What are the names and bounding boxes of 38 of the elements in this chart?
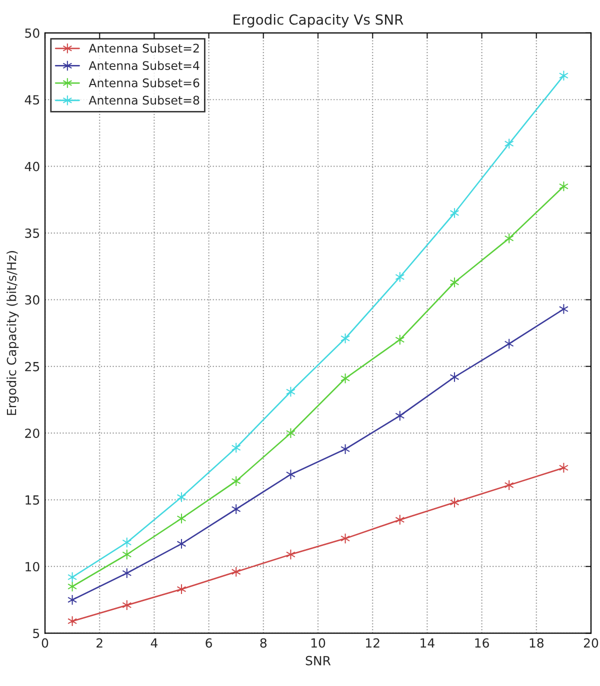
legend-label: Antenna Subset=2 (88, 44, 199, 53)
point (395, 334, 405, 346)
point (340, 373, 350, 384)
y-tick-label: 45 (24, 95, 40, 105)
x-tick-label: 4 (150, 638, 158, 648)
x-axis-title: SNR (306, 656, 331, 666)
y-tick-label: 40 (24, 162, 40, 172)
y-tick-label: 15 (26, 495, 40, 505)
point (340, 444, 350, 454)
x-tick-label: 8 (260, 638, 267, 648)
point (450, 372, 460, 382)
x-tick-label: 20 (584, 638, 598, 648)
y-tick-label: 10 (26, 562, 40, 572)
point (558, 462, 568, 474)
y-tick-label: 50 (25, 28, 40, 38)
x-tick-label: 2 (96, 638, 102, 648)
legend-label: Antenna Subset=8 (88, 96, 200, 105)
y-tick-label: 5 (33, 628, 40, 638)
legend-label: Antenna Subset=6 (88, 78, 200, 88)
y-tick-label: 35 (25, 228, 40, 238)
point (286, 386, 296, 398)
y-tick-label: 20 (25, 428, 40, 438)
x-tick-label: 6 (206, 638, 212, 648)
y-axis-title: Ergodic Capacity (bit/s/Hz) (6, 251, 19, 415)
chart-title: Ergodic Capacity Vs SNR (234, 14, 404, 28)
x-tick-label: 0 (42, 638, 48, 648)
x-tick-label: 14 (420, 638, 434, 648)
x-tick-label: 12 (366, 638, 380, 648)
y-tick-label: 25 (25, 362, 40, 372)
y-tick-label: 30 (25, 295, 40, 305)
x-tick-label: 16 (475, 638, 489, 648)
point (450, 208, 460, 218)
point (176, 513, 186, 524)
x-tick-label: 18 (530, 638, 544, 648)
legend-label: Antenna Subset=4 (88, 60, 200, 70)
x-tick-label: 10 (311, 638, 326, 648)
point (286, 469, 296, 480)
point (450, 497, 460, 508)
